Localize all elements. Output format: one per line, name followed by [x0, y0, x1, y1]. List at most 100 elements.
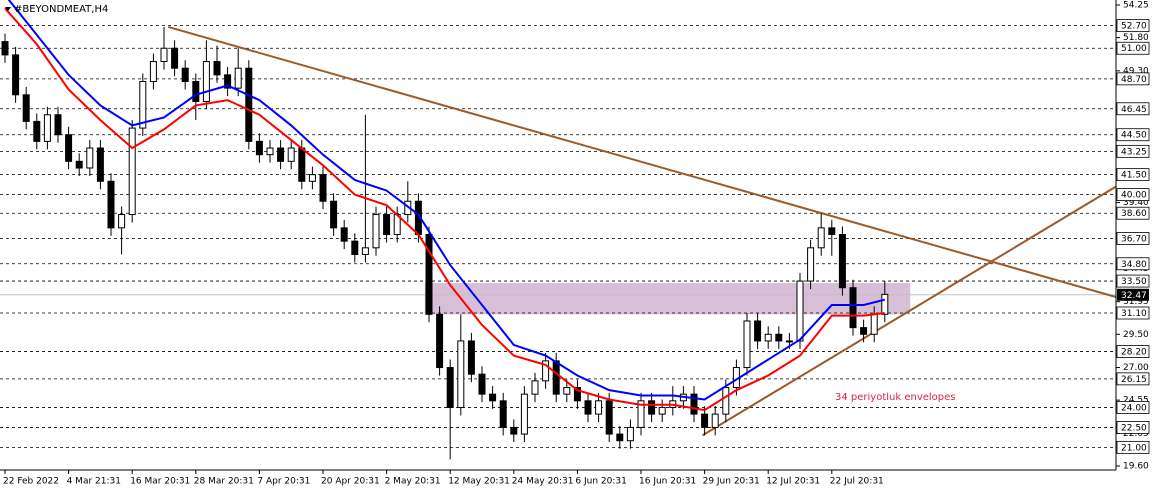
candle-body [489, 393, 497, 402]
candle-body [86, 147, 94, 169]
candle-body [807, 247, 815, 282]
level-label: 38.60 [1121, 209, 1147, 219]
candle-body [648, 400, 656, 415]
level-label: 44.50 [1121, 131, 1147, 141]
candle-body [838, 234, 846, 289]
level-label: 26.15 [1121, 375, 1147, 385]
candle-body [743, 320, 751, 369]
level-label-box [1116, 274, 1150, 288]
candle-body [277, 147, 285, 162]
level-label-box [1116, 188, 1150, 201]
last-price-label: 32.47 [1121, 291, 1147, 301]
chart-title: #BEYONDMEAT,H4 [14, 4, 108, 15]
candle-body [563, 387, 571, 395]
candle-body [181, 67, 189, 83]
candle-body [870, 313, 878, 335]
candle-body [340, 227, 348, 242]
candle-body [234, 67, 242, 89]
candle-body [308, 174, 316, 182]
candle-body [457, 340, 465, 408]
candle-body [372, 214, 380, 249]
candle-body [245, 67, 253, 142]
level-label: 22.50 [1121, 423, 1147, 433]
level-label-box [1116, 206, 1150, 220]
level-label-box [1116, 421, 1150, 434]
x-tick-label: 24 May 20:31 [512, 477, 574, 487]
candle-body [499, 400, 507, 428]
candle-body [425, 234, 433, 315]
level-label-box [1116, 41, 1150, 55]
x-tick-label: 29 Jun 20:31 [703, 477, 760, 487]
candle-body [542, 360, 550, 382]
level-label: 21.00 [1121, 443, 1147, 453]
level-label: 52.70 [1121, 22, 1147, 32]
x-tick-label: 6 Jun 20:31 [575, 477, 626, 487]
candle-body [1, 41, 9, 56]
candle-body [616, 433, 624, 442]
y-tick-label: 27.00 [1123, 363, 1149, 373]
x-tick-label: 28 Mar 20:31 [194, 477, 254, 487]
candle-body [118, 214, 126, 229]
level-label-box [1116, 168, 1150, 182]
candle-body [626, 426, 634, 442]
candle-body [573, 387, 581, 402]
candle-body [75, 160, 83, 169]
candle-body [149, 61, 157, 83]
candle-body [467, 340, 475, 375]
level-label: 43.25 [1121, 147, 1147, 157]
level-label: 40.00 [1121, 191, 1147, 201]
candle-body [330, 200, 338, 229]
candle-body [65, 134, 73, 162]
level-label-box [1116, 372, 1150, 386]
candle-body [478, 373, 486, 395]
candle-body [12, 54, 20, 96]
candle-body [22, 94, 30, 122]
candle-body [54, 114, 62, 136]
candle-body [255, 140, 263, 156]
y-tick-label: 51.80 [1123, 33, 1149, 43]
candle-body [224, 74, 232, 89]
level-label-box [1116, 440, 1150, 454]
level-label-box [1116, 144, 1150, 158]
level-label-box [1116, 232, 1150, 245]
level-label-box [1116, 128, 1150, 142]
x-tick-label: 20 Apr 20:31 [321, 477, 380, 487]
candle-body [287, 147, 295, 162]
candle-body [754, 320, 762, 342]
candle-body [828, 227, 836, 236]
candle-body [690, 393, 698, 415]
candle-body [658, 406, 666, 415]
candle-body [171, 47, 179, 69]
candle-body [160, 47, 168, 63]
candle-body [139, 81, 147, 129]
y-tick-label: 29.50 [1123, 330, 1149, 340]
candle-body [510, 426, 518, 435]
candle-body [202, 61, 210, 102]
candle-body [860, 327, 868, 335]
x-tick-label: 7 Apr 20:31 [257, 477, 310, 487]
menu-icon[interactable] [5, 7, 11, 11]
trendline [701, 185, 1116, 437]
level-label: 28.20 [1121, 348, 1147, 358]
y-tick-label: 19.60 [1123, 462, 1149, 472]
level-label: 33.50 [1121, 277, 1147, 287]
level-label: 46.45 [1121, 105, 1147, 115]
x-tick-label: 16 Jun 20:31 [639, 477, 696, 487]
candle-body [351, 240, 359, 255]
x-tick-label: 12 May 20:31 [448, 477, 510, 487]
candle-body [701, 413, 709, 428]
candle-body [128, 127, 136, 216]
level-label: 41.50 [1121, 171, 1147, 181]
candle-body [785, 340, 793, 343]
plot-area [0, 0, 1116, 460]
y-tick-label: 22.05 [1123, 429, 1149, 439]
candle-body [595, 400, 603, 415]
x-tick-label: 2 May 20:31 [385, 477, 441, 487]
envelope-line [7, 0, 886, 401]
candle-body [107, 180, 115, 229]
candle-body [775, 333, 783, 342]
candle-body [192, 81, 200, 102]
